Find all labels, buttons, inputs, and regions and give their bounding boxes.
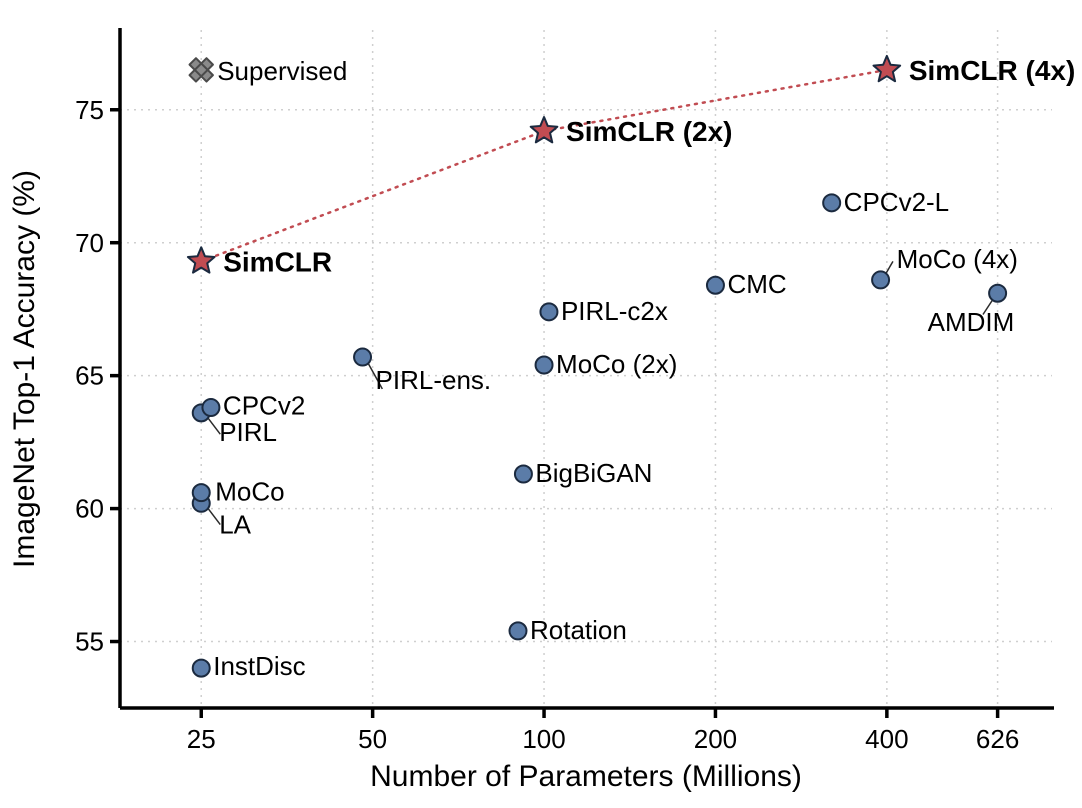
label-CPCv2: CPCv2 [223, 391, 305, 421]
y-tick-label: 75 [75, 95, 104, 125]
label-BigBiGAN: BigBiGAN [535, 458, 652, 488]
x-tick-label: 400 [865, 724, 908, 754]
label-MoCo-2x: MoCo (2x) [556, 349, 677, 379]
point-PIRL-c2x [540, 303, 557, 320]
point-InstDisc [193, 660, 210, 677]
y-tick-label: 55 [75, 627, 104, 657]
label-PIRL-c2x: PIRL-c2x [561, 296, 668, 326]
y-tick-label: 70 [75, 228, 104, 258]
point-AMDIM [989, 285, 1006, 302]
point-MoCo [193, 484, 210, 501]
x-tick-label: 25 [187, 724, 216, 754]
point-MoCo-4x [872, 271, 889, 288]
x-tick-label: 50 [358, 724, 387, 754]
x-tick-label: 200 [694, 724, 737, 754]
x-axis-title: Number of Parameters (Millions) [370, 760, 802, 793]
label-PIRL-ens: PIRL-ens. [376, 365, 492, 395]
point-CPCv2 [202, 399, 219, 416]
label-LA: LA [219, 509, 251, 539]
point-CPCv2-L [823, 194, 840, 211]
label-SimCLR-4x: SimCLR (4x) [909, 55, 1075, 86]
point-MoCo-2x [536, 357, 553, 374]
point-BigBiGAN [515, 466, 532, 483]
label-CPCv2-L: CPCv2-L [844, 187, 949, 217]
y-axis-title: ImageNet Top-1 Accuracy (%) [8, 170, 41, 568]
label-Supervised: Supervised [217, 56, 347, 86]
x-tick-label: 626 [976, 724, 1019, 754]
label-MoCo: MoCo [215, 477, 284, 507]
y-tick-label: 65 [75, 361, 104, 391]
point-Rotation [509, 622, 526, 639]
label-SimCLR-2x: SimCLR (2x) [566, 116, 732, 147]
x-tick-label: 100 [522, 724, 565, 754]
label-MoCo-4x: MoCo (4x) [897, 244, 1018, 274]
y-tick-label: 60 [75, 494, 104, 524]
label-Rotation: Rotation [530, 615, 627, 645]
label-InstDisc: InstDisc [213, 651, 305, 681]
label-SimCLR: SimCLR [223, 246, 332, 277]
chart: 25 50 100 200 400 626 55 60 65 70 75 Number of Para… [0, 0, 1082, 808]
point-PIRL-ens [354, 349, 371, 366]
label-PIRL: PIRL [219, 417, 277, 447]
label-CMC: CMC [727, 269, 786, 299]
point-CMC [707, 277, 724, 294]
label-AMDIM: AMDIM [928, 307, 1015, 337]
